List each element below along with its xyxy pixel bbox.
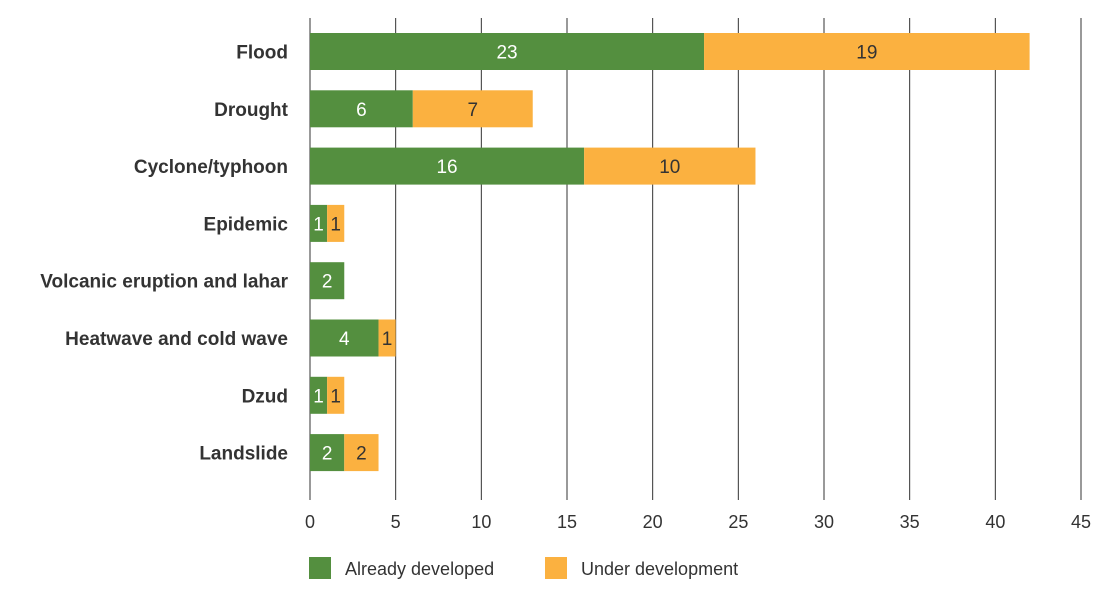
category-label: Epidemic [204,214,289,235]
category-label: Flood [236,43,288,64]
bar-value-label: 7 [467,100,478,121]
bar-segment [310,319,379,357]
category-label: Landslide [199,444,288,465]
x-tick-label: 0 [305,512,315,532]
bar-segment [584,147,756,185]
bar-value-label: 1 [313,386,324,407]
x-tick-label: 45 [1071,512,1091,532]
bar-value-label: 6 [356,100,367,121]
legend-swatch-already-developed [309,557,331,579]
bar-segment [310,434,345,472]
x-tick-label: 15 [557,512,577,532]
bar-value-label: 10 [659,157,680,178]
bar-segment [412,90,533,128]
x-tick-label: 40 [985,512,1005,532]
category-label: Drought [214,100,289,121]
bar-segment [310,147,585,185]
bar-value-label: 19 [856,43,877,64]
bar-segment [310,90,413,128]
bar-segment [310,262,345,300]
category-labels: Flood Drought Cyclone/typhoon Epidemic Volca… [40,43,288,465]
bar-segment [344,434,379,472]
category-label: Dzud [242,386,288,407]
bar-segment [327,204,345,242]
x-tick-label: 25 [728,512,748,532]
bar-value-label: 1 [313,214,324,235]
x-tick-label: 10 [471,512,491,532]
legend: Already developed Under development [309,557,738,579]
bar-value-label: 4 [339,329,350,350]
bar-segment [310,204,328,242]
category-label: Cyclone/typhoon [134,157,288,178]
bar-value-label: 2 [356,444,367,465]
bar-value-label: 1 [330,214,341,235]
bar-value-label: 2 [322,444,333,465]
bar-segment [327,376,345,414]
category-label: Volcanic eruption and lahar [40,272,288,293]
legend-label-already-developed: Already developed [345,559,494,579]
legend-swatch-under-development [545,557,567,579]
bar-value-label: 2 [322,272,333,293]
x-tick-labels: 0 5 10 15 20 25 30 35 40 45 [305,512,1091,532]
bar-segment [310,376,328,414]
bars: 23 196 716 101 124 11 12 2 [310,33,1030,472]
x-tick-label: 30 [814,512,834,532]
x-tick-label: 5 [391,512,401,532]
category-label: Heatwave and cold wave [65,329,288,350]
bar-value-label: 16 [436,157,457,178]
bar-segment [310,33,705,70]
bar-value-label: 1 [330,386,341,407]
bar-value-label: 23 [496,43,517,64]
bar-segment [378,319,396,357]
x-tick-label: 35 [900,512,920,532]
bar-value-label: 1 [382,329,393,350]
bar-segment [704,33,1030,70]
legend-label-under-development: Under development [581,559,738,579]
x-tick-label: 20 [643,512,663,532]
